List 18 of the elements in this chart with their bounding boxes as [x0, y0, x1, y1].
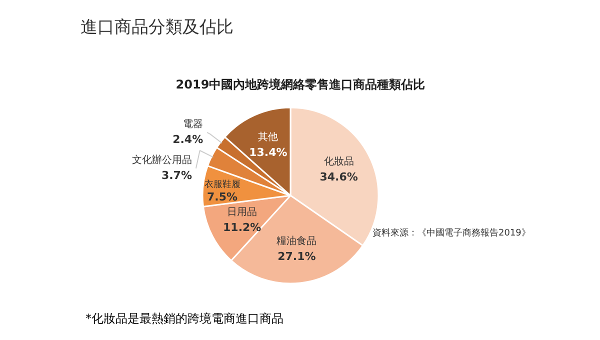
chart-subtitle: 2019中國內地跨境網絡零售進口商品種類佔比	[176, 78, 426, 92]
slice-label: 化妝品	[324, 156, 354, 168]
chart-title: 進口商品分類及佔比	[80, 18, 234, 38]
source-note: 資料來源：《中國電子商務報告2019》	[372, 228, 530, 238]
text: *化妝品是最熱銷的跨境電商進口商品	[86, 312, 284, 326]
slice-label: 糧油食品	[276, 235, 317, 248]
slice-label: 日用品	[227, 207, 258, 218]
slice-label: 其他	[258, 131, 278, 144]
data-label: 27.1%	[278, 250, 316, 264]
data-label: 2.4%	[172, 132, 204, 146]
slice-label: 文化辦公用品	[132, 154, 192, 166]
data-label: 7.5%	[207, 190, 238, 204]
data-label: 34.6%	[320, 170, 358, 184]
slice-label: 電器	[183, 118, 204, 130]
data-label: 3.7%	[161, 168, 192, 182]
slice-label: 衣服鞋履	[204, 179, 240, 190]
data-label: 11.2%	[223, 221, 262, 234]
data-label: 13.4%	[249, 146, 288, 160]
